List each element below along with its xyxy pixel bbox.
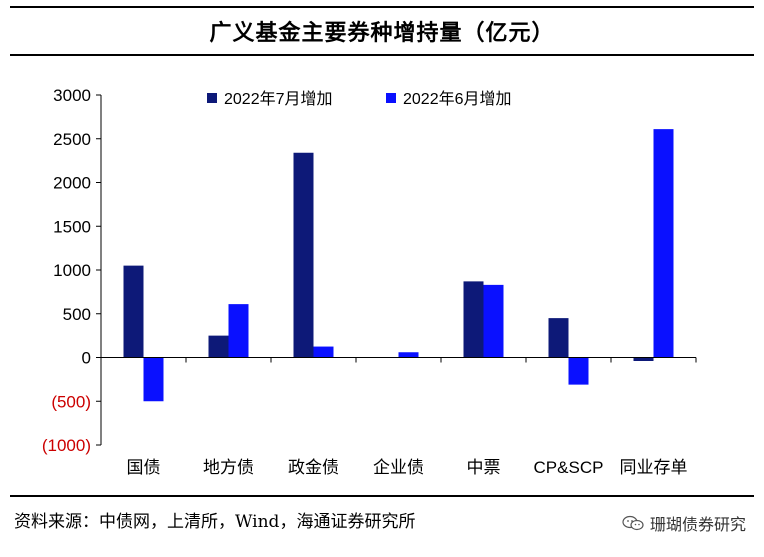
footer-divider [10,495,754,497]
x-tick-label: 政金债 [288,458,339,477]
y-tick-label: 500 [63,305,91,324]
watermark: 珊瑚债券研究 [622,511,746,535]
bar-series1-2 [293,152,314,358]
y-tick-label: 2500 [53,130,91,149]
bars-group [123,129,674,402]
x-axis: 国债 地方债 政金债 企业债 中票 CP&SCP 同业存单 [100,357,697,477]
x-tick-label: 同业存单 [620,458,688,477]
legend-label-2: 2022年6月增加 [403,90,512,108]
legend-swatch-1 [207,93,217,103]
x-tick-label: 企业债 [373,458,424,477]
bar-series2-2 [313,346,334,358]
bar-series2-6 [653,129,674,358]
bar-series1-4 [463,281,484,358]
y-tick-label: (500) [51,392,91,411]
bar-series2-3 [398,352,419,358]
bar-series1-0 [123,265,144,358]
y-tick-label: 2000 [53,174,91,193]
bar-series1-5 [548,318,569,358]
chart-title-box: 广义基金主要券种增持量（亿元） [10,6,754,56]
bar-series1-6 [633,357,654,361]
y-tick-label: 0 [82,349,91,368]
wechat-icon [622,515,644,531]
y-tick-label: 1000 [53,261,91,280]
bar-series2-4 [483,284,504,358]
y-tick-label: (1000) [42,436,91,455]
x-tick-label: 地方债 [203,458,254,477]
chart-plot: 3000 2500 2000 1500 1000 500 0 (500) (1000) 国债 地方… [42,86,697,477]
x-tick-label: 国债 [127,458,161,477]
y-tick-label: 1500 [53,217,91,236]
x-tick-label: CP&SCP [534,458,604,477]
source-note: 资料来源：中债网，上清所，Wind，海通证券研究所 [14,512,416,532]
watermark-text: 珊瑚债券研究 [649,515,746,534]
legend-swatch-2 [386,93,396,103]
x-tick-label: 中票 [467,458,501,477]
y-axis: 3000 2500 2000 1500 1000 500 0 (500) (1000) [42,86,102,455]
legend: 2022年7月增加 2022年6月增加 [207,90,512,108]
bar-series2-5 [568,357,589,385]
bar-series2-0 [143,357,164,402]
bar-series1-1 [208,335,229,358]
y-tick-label: 3000 [53,86,91,105]
legend-label-1: 2022年7月增加 [224,90,333,108]
chart-title: 广义基金主要券种增持量（亿元） [209,20,555,46]
bar-series2-1 [228,304,249,358]
